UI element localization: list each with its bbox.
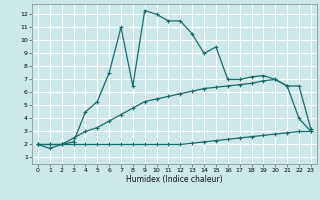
X-axis label: Humidex (Indice chaleur): Humidex (Indice chaleur) — [126, 175, 223, 184]
